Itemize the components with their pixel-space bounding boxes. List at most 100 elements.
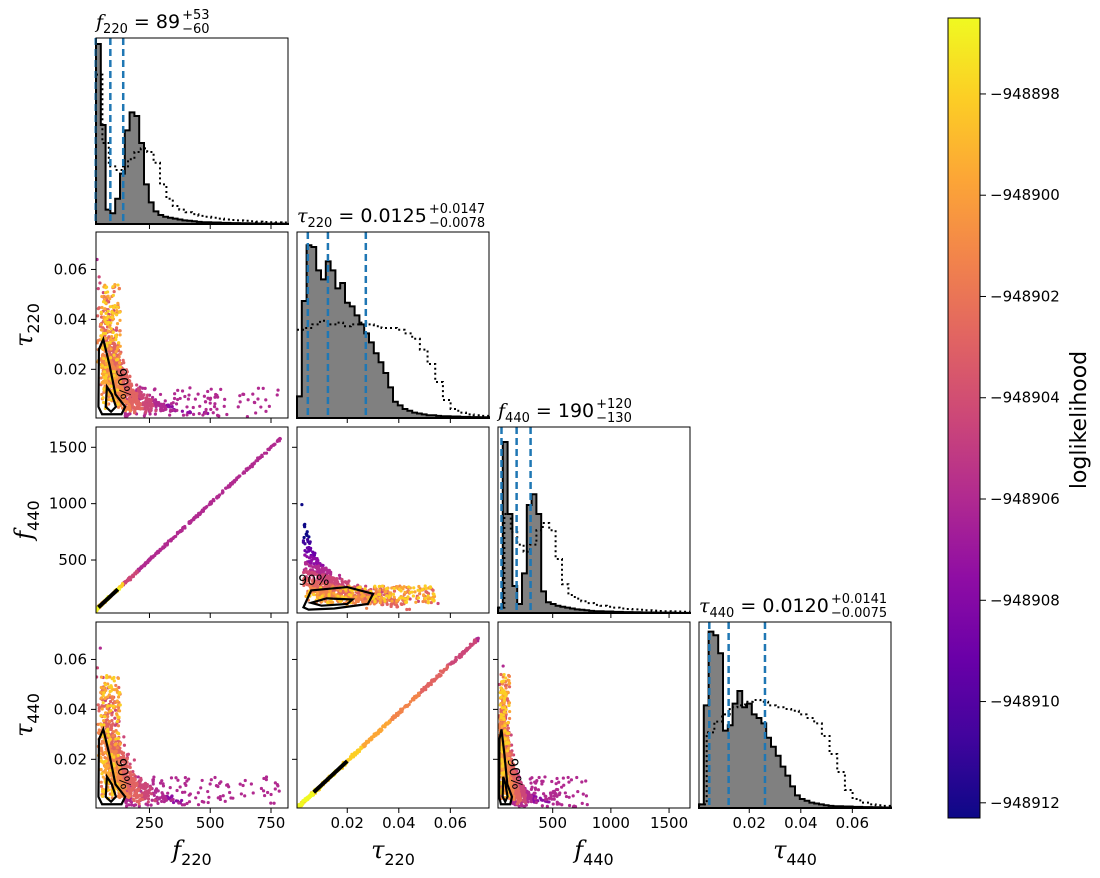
sample-point [104,336,108,340]
sample-point [503,729,507,733]
sample-point [209,778,213,782]
sample-point [96,307,100,311]
sample-point [102,691,106,695]
sample-point [122,735,126,739]
sample-point [521,798,525,802]
sample-point [176,397,180,402]
sample-point [410,697,415,701]
sample-point [111,293,115,297]
sample-point [187,793,191,797]
sample-point [102,294,106,299]
sample-point [185,405,189,409]
histogram-bars [497,441,691,614]
sample-point [273,781,277,785]
sample-point [225,412,229,417]
sample-point [378,601,382,605]
sample-point [177,801,181,805]
sample-point [191,412,196,416]
sample-point [501,664,505,668]
sample-point [499,715,503,720]
sample-point [529,781,533,785]
sample-point [389,604,393,609]
sample-point [356,595,360,599]
sample-point [138,794,143,798]
sample-point [196,803,201,807]
sample-point [522,796,526,800]
sample-point [102,686,106,690]
sample-point [502,710,506,714]
contour-inner [104,383,118,414]
sample-point [551,802,555,806]
sample-point [118,365,122,369]
sample-point [377,588,382,592]
sample-point [264,451,269,455]
sample-point [105,290,110,294]
histogram-tau440 [698,621,892,809]
sample-point [116,388,120,392]
panel-frame [497,621,691,809]
sample-point [107,719,111,724]
sample-point [412,586,416,590]
sample-point [498,724,501,728]
sample-point [312,581,316,586]
sample-point [113,723,117,727]
sample-point [498,703,502,707]
sample-point [121,358,125,362]
sample-point [175,788,179,793]
sample-point [249,782,253,786]
sample-point [145,393,150,397]
sample-point [266,447,270,451]
sample-point [380,590,384,594]
sample-point [168,786,172,790]
sample-point [106,733,110,737]
sample-point [131,772,136,777]
sample-point [366,595,370,599]
sample-point [232,480,237,484]
sample-point [423,584,427,588]
sample-point [118,329,122,333]
sample-point [150,798,154,802]
sample-point [541,779,545,783]
sample-point [507,681,512,685]
sample-point [148,785,152,789]
sample-point [343,587,348,591]
sample-point [312,562,316,566]
sample-point [395,599,399,603]
sample-point [200,509,204,513]
sample-point [504,676,508,680]
sample-point [208,782,212,786]
sample-point [116,794,120,799]
sample-point [432,592,436,596]
sample-point [168,413,172,417]
sample-point [118,352,122,356]
sample-point [202,394,206,398]
sample-point [516,799,520,803]
sample-point [108,297,112,301]
contour-90 [97,725,127,806]
sample-point [500,680,504,684]
sample-point [398,596,402,600]
sample-point [558,791,562,795]
sample-point [238,394,242,398]
sample-point [96,314,100,318]
sample-point [445,664,449,668]
sample-point [100,305,104,310]
sample-point [151,779,155,784]
sample-point [238,400,242,404]
sample-point [532,791,536,795]
sample-point [302,535,306,540]
sample-point [223,799,227,803]
sample-point [551,790,555,794]
sample-point [99,310,103,314]
sample-point [237,474,242,478]
sample-point [160,799,164,804]
sample-point [454,655,458,660]
sample-point [218,797,223,802]
sample-point [101,775,105,779]
panel-frame [698,621,892,809]
contour-90 [301,585,375,611]
sample-point [277,789,281,793]
sample-point [534,800,538,805]
sample-point [395,605,399,609]
